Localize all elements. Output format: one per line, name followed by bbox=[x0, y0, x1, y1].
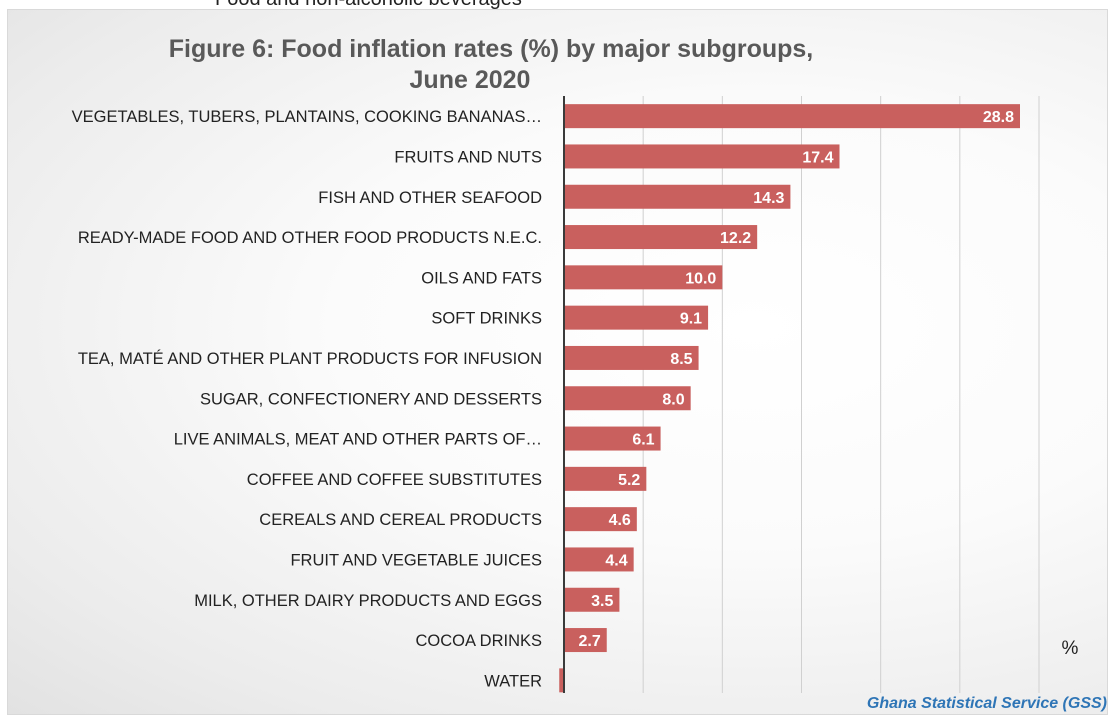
bar bbox=[564, 104, 1020, 128]
category-label: MILK, OTHER DAIRY PRODUCTS AND EGGS bbox=[194, 592, 542, 610]
category-label: VEGETABLES, TUBERS, PLANTAINS, COOKING B… bbox=[72, 108, 542, 126]
chart-title-line1: Figure 6: Food inflation rates (%) by ma… bbox=[169, 35, 813, 63]
value-label: 3.5 bbox=[591, 593, 613, 610]
bars bbox=[559, 104, 1020, 692]
value-label: 17.4 bbox=[802, 149, 833, 166]
value-label: 8.5 bbox=[670, 351, 692, 368]
value-label: 5.2 bbox=[618, 472, 640, 489]
category-label: WATER bbox=[484, 672, 542, 690]
category-label: READY-MADE FOOD AND OTHER FOOD PRODUCTS … bbox=[78, 229, 542, 247]
category-label: FRUIT AND VEGETABLE JUICES bbox=[290, 551, 542, 569]
value-label: 12.2 bbox=[720, 230, 751, 247]
category-labels: VEGETABLES, TUBERS, PLANTAINS, COOKING B… bbox=[72, 108, 542, 690]
category-label: SOFT DRINKS bbox=[431, 310, 542, 328]
category-label: SUGAR, CONFECTIONERY AND DESSERTS bbox=[200, 390, 542, 408]
source-note: Ghana Statistical Service (GSS) bbox=[867, 695, 1107, 712]
category-label: OILS AND FATS bbox=[421, 269, 542, 287]
value-label: 10.0 bbox=[685, 270, 716, 287]
value-label: 28.8 bbox=[983, 109, 1014, 126]
value-label: 4.4 bbox=[605, 552, 627, 569]
category-label: COFFEE AND COFFEE SUBSTITUTES bbox=[247, 471, 542, 489]
category-label: LIVE ANIMALS, MEAT AND OTHER PARTS OF… bbox=[174, 431, 542, 449]
value-label: 4.6 bbox=[609, 512, 631, 529]
category-label: FRUITS AND NUTS bbox=[394, 148, 542, 166]
bar bbox=[564, 144, 840, 168]
value-label: 8.0 bbox=[662, 391, 684, 408]
category-label: COCOA DRINKS bbox=[415, 632, 542, 650]
value-label: 14.3 bbox=[753, 190, 784, 207]
category-label: FISH AND OTHER SEAFOOD bbox=[318, 189, 542, 207]
value-label: 6.1 bbox=[632, 432, 654, 449]
category-label: TEA, MATÉ AND OTHER PLANT PRODUCTS FOR I… bbox=[78, 349, 542, 368]
chart-title-line2: June 2020 bbox=[410, 66, 531, 94]
value-label: 9.1 bbox=[680, 311, 702, 328]
category-label: CEREALS AND CEREAL PRODUCTS bbox=[259, 511, 542, 529]
value-label: 2.7 bbox=[579, 633, 601, 650]
unit-label: % bbox=[1062, 638, 1079, 659]
